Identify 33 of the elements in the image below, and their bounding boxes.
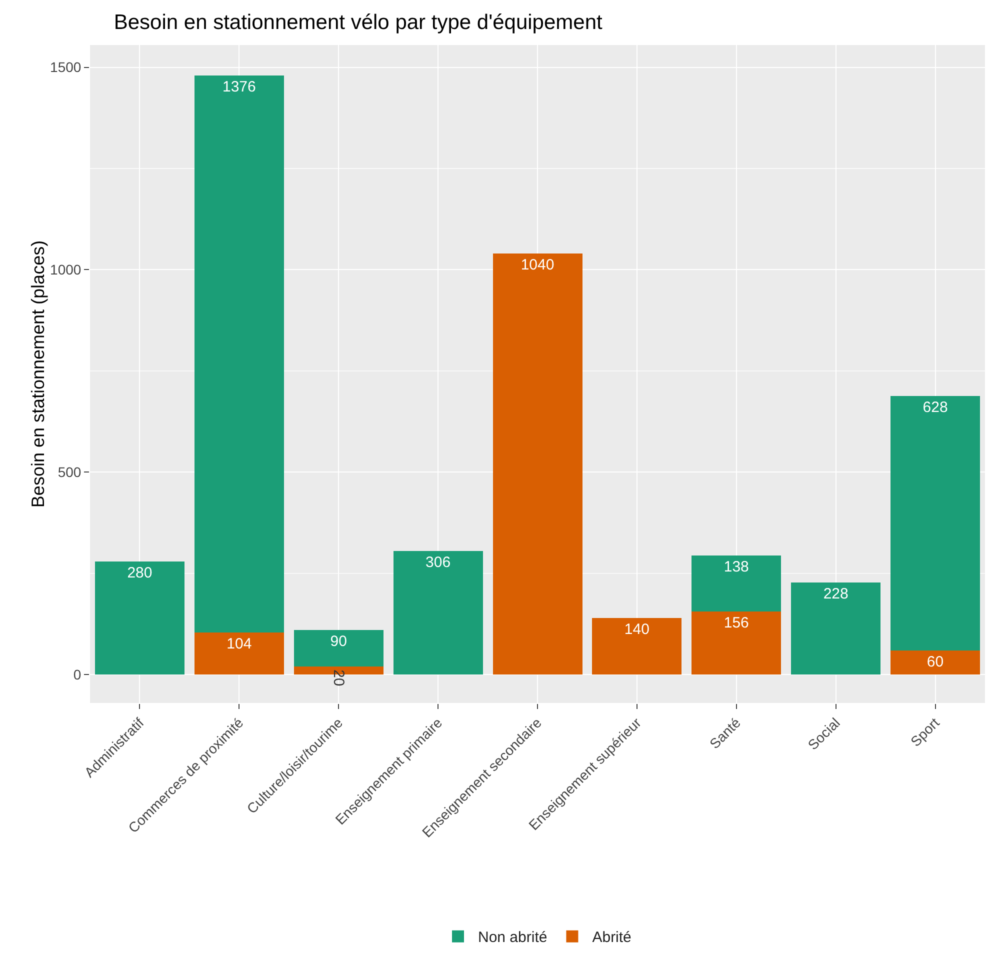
y-tick-label: 1500 xyxy=(50,59,82,76)
bar xyxy=(592,618,682,675)
data-label: 104 xyxy=(226,636,252,653)
bar xyxy=(194,75,284,633)
legend-label: Abrité xyxy=(592,929,632,946)
data-label: 1376 xyxy=(222,78,256,96)
data-label: 628 xyxy=(922,399,948,416)
legend-label: Non abrité xyxy=(478,929,548,946)
bar xyxy=(791,582,881,675)
bar xyxy=(393,550,483,675)
y-tick-label: 0 xyxy=(73,666,82,683)
bar xyxy=(194,632,284,675)
bar xyxy=(692,611,782,675)
bar xyxy=(94,561,184,675)
data-label: 228 xyxy=(823,585,848,602)
data-label: 60 xyxy=(926,653,944,670)
data-label: 280 xyxy=(127,564,152,582)
y-tick-label: 1000 xyxy=(50,262,82,278)
bar xyxy=(890,396,980,650)
y-axis-title: Besoin en stationnement (places) xyxy=(28,240,48,508)
data-label: 306 xyxy=(426,554,451,571)
data-label: 90 xyxy=(330,633,347,650)
data-label: 140 xyxy=(624,620,650,638)
bar xyxy=(294,630,384,667)
data-label: 20 xyxy=(330,670,348,686)
data-label: 1040 xyxy=(520,256,554,274)
chart-title: Besoin en stationnement vélo par type d'équipement xyxy=(114,11,603,34)
data-label: 138 xyxy=(724,558,749,576)
data-label: 156 xyxy=(724,614,749,632)
bar xyxy=(890,650,980,675)
bar xyxy=(492,254,582,675)
bar xyxy=(692,556,782,612)
y-tick-label: 500 xyxy=(58,464,82,480)
